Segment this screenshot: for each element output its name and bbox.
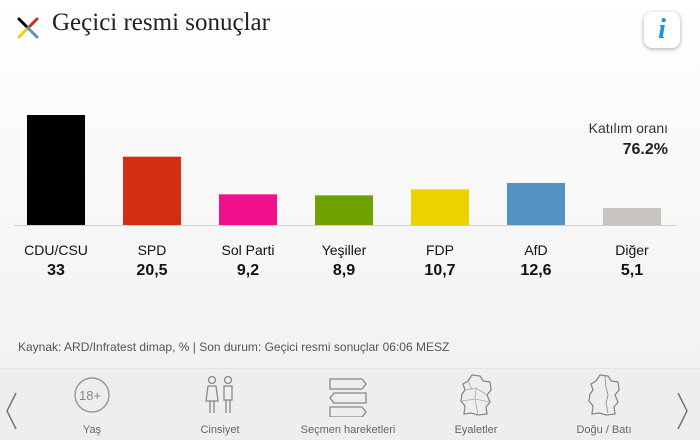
age-18-icon: 18+ bbox=[74, 377, 110, 413]
category-label: SPD bbox=[138, 242, 167, 258]
category-label: FDP bbox=[426, 242, 454, 258]
chevron-left-icon[interactable] bbox=[4, 391, 18, 431]
bar-0 bbox=[27, 115, 85, 225]
footer-item-label: Eyaletler bbox=[454, 424, 498, 436]
footer-item-age[interactable]: 18+ Yaş bbox=[32, 369, 152, 440]
results-bar-chart: CDU/CSU 33 SPD 20,5 Sol Parti 9,2 Yeşiller 8,9 F… bbox=[14, 115, 676, 279]
germany-states-map-icon bbox=[460, 374, 492, 416]
gender-icon bbox=[205, 375, 233, 413]
footer-item-label: Doğu / Batı bbox=[576, 424, 632, 436]
info-button[interactable]: i bbox=[644, 12, 680, 48]
bar-2 bbox=[219, 194, 277, 225]
footer-item-label: Cinsiyet bbox=[200, 424, 240, 436]
category-label: Yeşiller bbox=[322, 242, 367, 258]
turnout-label: Katılım oranı bbox=[588, 120, 668, 136]
footer-item-gender[interactable]: Cinsiyet bbox=[160, 369, 280, 440]
footer-item-label: Seçmen hareketleri bbox=[300, 424, 396, 436]
turnout-value: 76.2% bbox=[622, 141, 668, 158]
value-label: 9,2 bbox=[237, 262, 259, 279]
bar-5 bbox=[507, 183, 565, 225]
age-badge-text: 18+ bbox=[79, 388, 101, 403]
footer-nav: 18+ Yaş Cinsiyet Seçmen hareketleri bbox=[0, 368, 700, 440]
chevron-right-icon[interactable] bbox=[676, 391, 690, 431]
source-note: Kaynak: ARD/Infratest dimap, % | Son dur… bbox=[18, 340, 450, 354]
footer-item-label: Yaş bbox=[82, 424, 102, 436]
bar-6 bbox=[603, 208, 661, 225]
footer-item-states[interactable]: Eyaletler bbox=[416, 369, 536, 440]
value-label: 8,9 bbox=[333, 262, 355, 279]
category-label: CDU/CSU bbox=[24, 242, 88, 258]
value-label: 5,1 bbox=[621, 262, 643, 279]
category-label: Sol Parti bbox=[222, 242, 275, 258]
value-label: 33 bbox=[47, 262, 65, 279]
election-logo-icon bbox=[17, 17, 39, 39]
value-label: 20,5 bbox=[136, 262, 167, 279]
page-title: Geçici resmi sonuçlar bbox=[52, 9, 270, 36]
footer-item-east-west[interactable]: Doğu / Batı bbox=[544, 369, 664, 440]
germany-east-west-map-icon bbox=[588, 374, 620, 416]
bar-1 bbox=[123, 156, 181, 225]
footer-item-voter-flow[interactable]: Seçmen hareketleri bbox=[288, 369, 408, 440]
results-panel: Geçici resmi sonuçlar i CDU/CSU 33 SPD 20,5… bbox=[0, 0, 700, 368]
info-icon: i bbox=[658, 14, 666, 45]
bar-4 bbox=[411, 189, 469, 225]
category-label: Diğer bbox=[615, 242, 649, 258]
category-label: AfD bbox=[524, 242, 547, 258]
value-label: 12,6 bbox=[520, 262, 551, 279]
voter-flow-icon bbox=[329, 378, 367, 417]
value-label: 10,7 bbox=[424, 262, 455, 279]
bar-3 bbox=[315, 195, 373, 225]
